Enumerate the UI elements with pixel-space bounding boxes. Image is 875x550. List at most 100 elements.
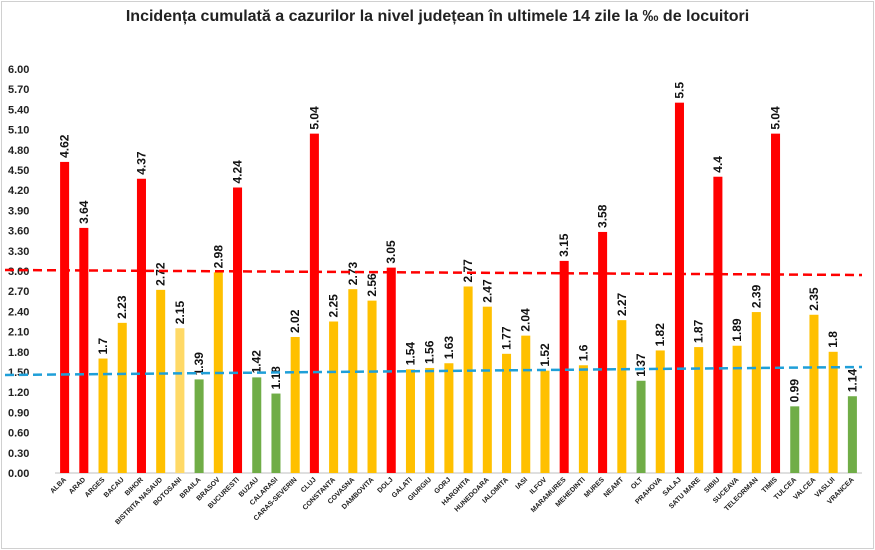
bar xyxy=(655,350,665,473)
bar xyxy=(809,314,819,473)
y-tick-label: 5.40 xyxy=(8,104,29,116)
bar xyxy=(790,406,800,473)
bar xyxy=(694,347,704,473)
y-tick-label: 3.30 xyxy=(8,246,29,258)
bar xyxy=(348,289,358,473)
x-tick-label: SIBIU xyxy=(703,476,721,494)
bar xyxy=(98,358,108,473)
data-label: 1.42 xyxy=(250,350,264,374)
data-label: 2.73 xyxy=(346,261,360,285)
data-label: 2.02 xyxy=(288,309,302,333)
y-tick-label: 1.50 xyxy=(8,367,29,379)
data-label: 2.39 xyxy=(749,284,763,308)
y-tick-label: 2.10 xyxy=(8,327,29,339)
bar xyxy=(156,289,166,473)
bar xyxy=(367,300,377,473)
y-tick-label: 0.90 xyxy=(8,407,29,419)
bar xyxy=(463,286,473,473)
x-tick-label: CLUJ xyxy=(300,476,318,494)
bar xyxy=(252,377,262,473)
bar xyxy=(732,345,742,473)
data-label: 4.37 xyxy=(134,151,148,175)
data-label: 4.24 xyxy=(231,160,245,184)
y-tick-label: 4.50 xyxy=(8,165,29,177)
bar xyxy=(309,133,319,473)
data-label: 1.18 xyxy=(269,366,283,390)
data-label: 0.99 xyxy=(788,379,802,403)
y-tick-label: 1.80 xyxy=(8,347,29,359)
x-tick-label: OLT xyxy=(630,476,645,491)
y-tick-label: 4.80 xyxy=(8,145,29,157)
bar xyxy=(751,312,761,473)
bar xyxy=(598,231,608,473)
bar xyxy=(521,335,531,473)
x-tick-label: DOLJ xyxy=(377,476,395,494)
x-tick-label: TIMIS xyxy=(761,476,779,494)
y-tick-label: 5.70 xyxy=(8,84,29,96)
data-label: 1.7 xyxy=(96,338,110,355)
y-tick-label: 3.90 xyxy=(8,205,29,217)
data-label: 3.15 xyxy=(557,233,571,257)
bar xyxy=(502,353,512,473)
reference-line xyxy=(4,268,863,277)
data-label: 3.64 xyxy=(77,200,91,224)
bar xyxy=(425,367,435,473)
bar xyxy=(79,227,89,473)
y-tick-label: 3.60 xyxy=(8,226,29,238)
data-label: 1.39 xyxy=(192,352,206,376)
reference-line xyxy=(4,365,863,377)
data-label: 1.82 xyxy=(653,323,667,347)
data-label: 1.89 xyxy=(730,318,744,342)
data-label: 2.04 xyxy=(519,308,533,332)
bar xyxy=(405,369,415,473)
bar xyxy=(60,161,70,474)
y-tick-label: 1.20 xyxy=(8,387,29,399)
data-label: 2.77 xyxy=(461,259,475,283)
data-label: 2.72 xyxy=(154,262,168,286)
bar xyxy=(713,176,723,473)
bar xyxy=(290,336,300,473)
bar xyxy=(636,380,646,473)
data-label: 2.15 xyxy=(173,301,187,325)
data-label: 2.98 xyxy=(211,245,225,269)
y-tick-label: 0.30 xyxy=(8,448,29,460)
data-label: 2.25 xyxy=(327,294,341,318)
bar xyxy=(578,365,588,473)
x-tick-label: IASI xyxy=(515,476,530,491)
x-tick-label: MURES xyxy=(583,476,606,499)
bar xyxy=(271,393,281,473)
data-label: 1.6 xyxy=(576,344,590,361)
bar xyxy=(136,178,146,473)
x-tick-label: BACAU xyxy=(103,476,126,499)
data-label: 2.35 xyxy=(807,287,821,311)
y-tick-label: 0.00 xyxy=(8,468,29,480)
bar xyxy=(117,322,127,473)
y-tick-label: 4.20 xyxy=(8,185,29,197)
bar xyxy=(444,363,454,473)
chart-title: Incidența cumulată a cazurilor la nivel … xyxy=(125,8,750,25)
bar xyxy=(194,379,204,473)
bar xyxy=(482,306,492,473)
x-tick-label: ALBA xyxy=(49,476,68,495)
bar xyxy=(674,102,684,474)
data-label: 4.62 xyxy=(58,134,72,158)
y-tick-label: 3.00 xyxy=(8,266,29,278)
data-label: 1.14 xyxy=(845,369,859,393)
data-label: 1.56 xyxy=(423,340,437,364)
data-label: 1.54 xyxy=(403,342,417,366)
data-label: 5.04 xyxy=(307,106,321,130)
bar xyxy=(847,396,857,473)
data-label: 1.52 xyxy=(538,343,552,367)
data-label: 1.37 xyxy=(634,353,648,377)
data-label: 3.58 xyxy=(596,204,610,228)
y-tick-label: 6.00 xyxy=(8,64,29,76)
y-tick-label: 5.10 xyxy=(8,125,29,137)
data-label: 3.05 xyxy=(384,240,398,264)
data-label: 5.04 xyxy=(769,106,783,130)
data-label: 2.47 xyxy=(480,279,494,303)
x-tick-label: NEAMT xyxy=(603,476,626,499)
data-label: 2.23 xyxy=(115,295,129,319)
bar xyxy=(617,320,627,473)
